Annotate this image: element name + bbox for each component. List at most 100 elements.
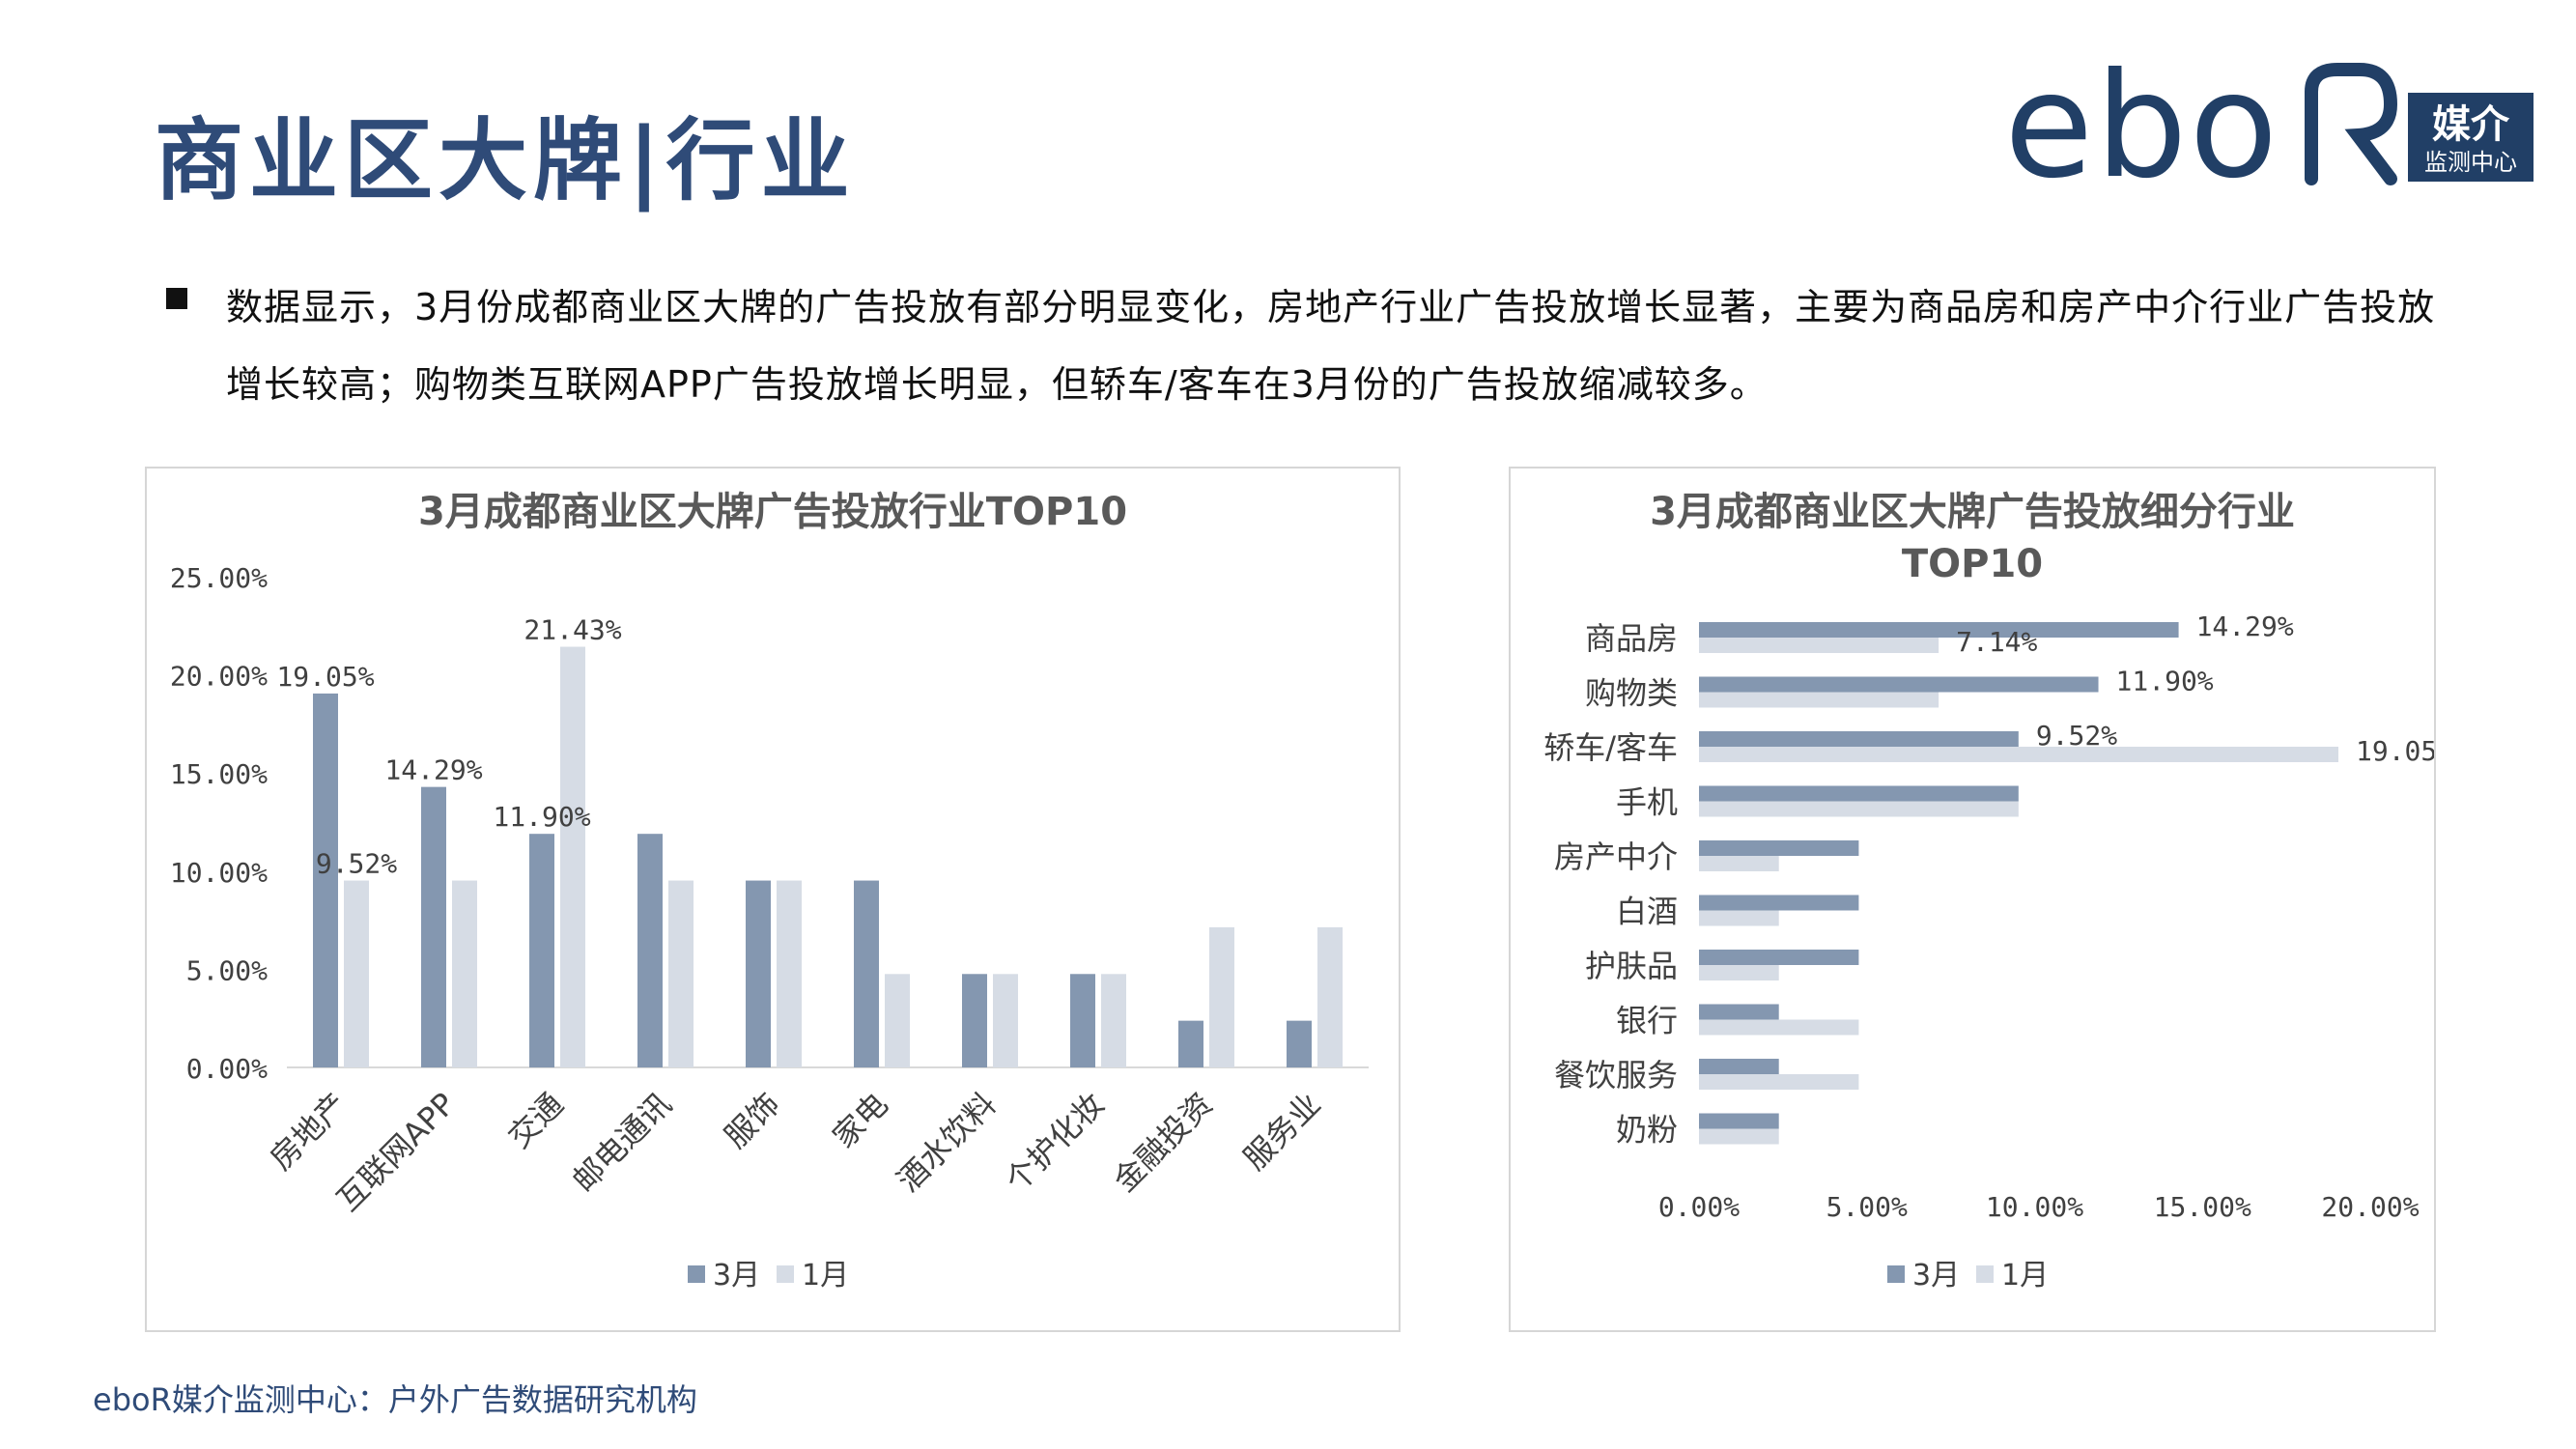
bar-march <box>1699 950 1859 965</box>
data-label: 14.29% <box>384 754 482 786</box>
bar-january <box>1699 692 1939 708</box>
y-tick-label: 20.00% <box>170 661 268 693</box>
y-tick-label: 奶粉 <box>1616 1112 1678 1149</box>
chart-title: 3月成都商业区大牌广告投放行业TOP10 <box>418 490 1127 534</box>
legend-swatch-march <box>1887 1265 1905 1283</box>
data-label: 9.52% <box>2036 720 2117 752</box>
bar-january <box>1209 926 1234 1067</box>
data-label: 19.05% <box>2356 735 2434 767</box>
bar-january <box>668 880 694 1067</box>
x-tick-label: 酒水饮料 <box>890 1086 1003 1199</box>
bar-march <box>421 786 446 1067</box>
bar-january <box>777 880 802 1067</box>
y-tick-label: 25.00% <box>170 562 268 594</box>
x-tick-label: 服务业 <box>1236 1086 1328 1178</box>
y-tick-label: 餐饮服务 <box>1554 1057 1678 1094</box>
bar-march <box>1699 895 1859 911</box>
legend-label: 1月 <box>802 1259 849 1293</box>
bar-january <box>1317 926 1343 1067</box>
legend-swatch-january <box>1976 1265 1994 1283</box>
bar-march <box>962 974 987 1067</box>
x-tick-label: 15.00% <box>2154 1191 2251 1223</box>
x-tick-label: 10.00% <box>1986 1191 2083 1223</box>
bar-january <box>1699 1074 1859 1090</box>
x-tick-label: 个护化妆 <box>998 1086 1111 1199</box>
subindustry-top10-svg: 3月成都商业区大牌广告投放细分行业 TOP10 商品房购物类轿车/客车手机房产中介白… <box>1543 490 2434 1293</box>
bar-march <box>1699 1113 1779 1129</box>
legend-swatch-march <box>688 1265 705 1283</box>
bar-january <box>1699 747 2338 762</box>
data-label: 14.29% <box>2196 611 2294 642</box>
bar-january <box>1699 801 2019 817</box>
bar-march <box>1699 1059 1779 1074</box>
bullet-square <box>166 288 187 309</box>
ebor-logo: ebo 媒介 监测中心 <box>2004 58 2534 193</box>
y-tick-label: 5.00% <box>186 954 268 986</box>
y-tick-label: 房产中介 <box>1554 838 1678 875</box>
bar-march <box>1699 676 2099 693</box>
industry-top10-svg: 3月成都商业区大牌广告投放行业TOP10 0.00% 5.00% 10.00% 15.0… <box>170 490 1369 1293</box>
bar-january <box>1699 1128 1779 1145</box>
x-tick-label: 0.00% <box>1658 1191 1740 1223</box>
bar-march <box>313 693 338 1067</box>
x-tick-label: 服饰 <box>718 1086 787 1155</box>
legend-label: 1月 <box>2001 1259 2049 1293</box>
logo-badge-line1: 媒介 <box>2432 101 2510 147</box>
data-label: 21.43% <box>524 614 621 646</box>
x-tick-label: 邮电通讯 <box>565 1086 678 1199</box>
legend-swatch-january <box>777 1265 794 1283</box>
legend-label: 3月 <box>1912 1259 1960 1293</box>
bar-january <box>993 974 1018 1067</box>
logo-badge-line2: 监测中心 <box>2424 149 2517 176</box>
bar-january <box>1699 1019 1859 1036</box>
y-tick-label: 购物类 <box>1585 675 1678 712</box>
bar-march <box>746 880 771 1067</box>
y-tick-label: 轿车/客车 <box>1543 729 1678 766</box>
logo-wordmark: ebo <box>2004 58 2279 193</box>
bar-january <box>1699 856 1779 871</box>
logo-r-mark <box>2305 63 2398 185</box>
x-tick-label: 互联网APP <box>329 1086 463 1219</box>
x-tick-label: 20.00% <box>2321 1191 2419 1223</box>
bar-march <box>1178 1020 1203 1067</box>
data-label: 11.90% <box>2116 666 2214 697</box>
logo-badge <box>2408 93 2534 182</box>
legend-label: 3月 <box>713 1259 760 1293</box>
x-tick-label: 房地产 <box>263 1086 354 1178</box>
bar-january <box>1699 910 1779 926</box>
y-tick-label: 手机 <box>1616 784 1678 821</box>
bar-january <box>1101 974 1126 1067</box>
bar-january <box>560 646 585 1067</box>
bar-march <box>854 880 879 1067</box>
x-tick-label: 5.00% <box>1826 1191 1908 1223</box>
bar-january <box>885 974 910 1067</box>
description-text: 数据显示，3月份成都商业区大牌的广告投放有部分明显变化，房地产行业广告投放增长显… <box>226 286 2436 406</box>
y-tick-label: 15.00% <box>170 758 268 790</box>
data-label: 19.05% <box>276 661 374 693</box>
bar-january <box>344 880 369 1067</box>
chart-title-line2: TOP10 <box>1902 542 2043 586</box>
page-title: 商业区大牌|行业 <box>155 109 856 213</box>
x-tick-label: 交通 <box>501 1086 571 1155</box>
industry-top10-chart: 3月成都商业区大牌广告投放行业TOP10 0.00% 5.00% 10.00% 15.0… <box>145 467 1401 1332</box>
bar-march <box>1699 622 2179 638</box>
subindustry-top10-chart: 3月成都商业区大牌广告投放细分行业 TOP10 商品房购物类轿车/客车手机房产中介白… <box>1509 467 2436 1332</box>
y-tick-label: 护肤品 <box>1585 948 1678 984</box>
data-label: 7.14% <box>1956 626 2037 658</box>
y-tick-label: 银行 <box>1616 1003 1678 1039</box>
bar-march <box>529 834 554 1067</box>
y-tick-label: 白酒 <box>1616 894 1678 930</box>
y-tick-label: 商品房 <box>1585 620 1678 657</box>
bar-march <box>1287 1020 1312 1067</box>
bar-march <box>1070 974 1095 1067</box>
bar-march <box>1699 840 1859 856</box>
bar-march <box>1699 1004 1779 1020</box>
data-label: 11.90% <box>493 801 590 833</box>
footer-text: eboR媒介监测中心：户外广告数据研究机构 <box>93 1381 697 1418</box>
x-tick-label: 金融投资 <box>1106 1086 1219 1199</box>
x-tick-label: 家电 <box>826 1086 895 1155</box>
bar-march <box>1699 731 2019 747</box>
bar-january <box>1699 638 1939 653</box>
y-tick-label: 0.00% <box>186 1053 268 1085</box>
chart-title-line1: 3月成都商业区大牌广告投放细分行业 <box>1650 490 2295 534</box>
